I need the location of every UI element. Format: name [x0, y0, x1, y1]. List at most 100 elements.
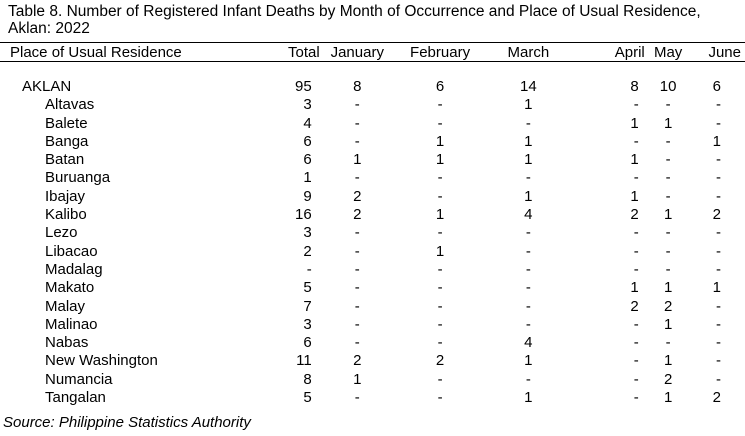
source-note: Source: Philippine Statistics Authority [3, 414, 251, 431]
cell-name: Numancia [45, 370, 113, 388]
cell-june: 1 [712, 132, 721, 150]
cell-may: - [665, 334, 671, 352]
cell-may: - [665, 132, 671, 150]
cell-june: - [716, 187, 721, 205]
cell-april: - [633, 334, 639, 352]
cell-april: - [633, 96, 639, 114]
cell-name: Libacao [45, 242, 98, 260]
cell-february: 1 [435, 206, 445, 224]
cell-june: - [716, 169, 721, 187]
cell-may: - [665, 151, 671, 169]
header-bottom-rule [0, 61, 745, 62]
cell-january: - [354, 132, 360, 150]
cell-february: - [437, 224, 443, 242]
province-february: 6 [435, 78, 445, 95]
province-june: 6 [712, 78, 721, 95]
cell-february: - [437, 297, 443, 315]
column-header-february: February [410, 44, 471, 61]
province-name: AKLAN [22, 78, 72, 95]
cell-march: - [525, 169, 531, 187]
cell-january: - [354, 334, 360, 352]
cell-march: 1 [524, 132, 533, 150]
cell-february: - [437, 334, 443, 352]
cell-may: 1 [663, 352, 673, 370]
cell-march: - [525, 297, 531, 315]
cell-total: 8 [303, 370, 312, 388]
cell-january: - [354, 315, 360, 333]
cell-april: - [633, 242, 639, 260]
cell-march: 1 [524, 96, 533, 114]
cell-name: Lezo [45, 224, 78, 242]
cell-june: - [716, 297, 721, 315]
cell-january: - [354, 224, 360, 242]
cell-january: - [354, 96, 360, 114]
table-row: Kalibo 16 2 1 4 2 1 2 [0, 206, 745, 224]
cell-march: 1 [524, 187, 533, 205]
table-row: Madalag - - - - - - - [0, 261, 745, 279]
cell-name: Batan [45, 151, 85, 169]
cell-name: Ibajay [45, 187, 86, 205]
cell-february: 1 [435, 242, 445, 260]
cell-march: - [525, 114, 531, 132]
cell-april: 1 [630, 187, 639, 205]
province-total: 95 [295, 78, 312, 95]
cell-february: - [437, 370, 443, 388]
cell-total: 9 [303, 187, 312, 205]
cell-april: - [633, 315, 639, 333]
province-row: AKLAN 95 8 6 14 8 10 6 [0, 78, 745, 96]
cell-june: - [716, 315, 721, 333]
cell-total: 3 [303, 96, 312, 114]
cell-february: - [437, 114, 443, 132]
cell-june: 2 [712, 206, 721, 224]
cell-total: 5 [303, 389, 312, 407]
column-header-place: Place of Usual Residence [10, 44, 182, 61]
cell-total: 1 [303, 169, 312, 187]
cell-may: 2 [663, 370, 673, 388]
column-header-january: January [330, 44, 384, 61]
cell-february: - [437, 187, 443, 205]
cell-june: - [716, 260, 721, 278]
table-row: Altavas 3 - - 1 - - - [0, 96, 745, 114]
column-header-total: Total [288, 44, 320, 61]
cell-january: - [354, 297, 360, 315]
cell-total: 6 [303, 132, 312, 150]
cell-june: - [716, 151, 721, 169]
cell-may: 1 [663, 206, 673, 224]
cell-march: 4 [524, 206, 533, 224]
cell-april: 1 [630, 279, 639, 297]
cell-june: - [716, 114, 721, 132]
province-march: 14 [519, 78, 537, 95]
cell-april: - [633, 260, 639, 278]
cell-march: 1 [524, 352, 533, 370]
cell-total: 5 [303, 279, 312, 297]
cell-may: 1 [663, 114, 673, 132]
cell-total: 2 [303, 242, 312, 260]
table-row: Ibajay 9 2 - 1 1 - - [0, 188, 745, 206]
cell-january: 1 [353, 151, 362, 169]
cell-february: - [437, 315, 443, 333]
column-header-march: March [507, 44, 550, 61]
cell-february: - [437, 260, 443, 278]
table-row: Lezo 3 - - - - - - [0, 224, 745, 242]
cell-march: 4 [524, 334, 533, 352]
spacer-row [0, 61, 745, 78]
table-row: Balete 4 - - - 1 1 - [0, 115, 745, 133]
cell-march: - [525, 260, 531, 278]
table-row: Numancia 8 1 - - - 2 - [0, 371, 745, 389]
cell-march: 1 [524, 389, 533, 407]
cell-march: - [525, 224, 531, 242]
cell-may: - [665, 224, 671, 242]
cell-february: 1 [435, 132, 445, 150]
cell-february: 2 [435, 352, 445, 370]
cell-january: - [354, 279, 360, 297]
cell-june: - [716, 370, 721, 388]
cell-name: Buruanga [45, 169, 111, 187]
cell-june: - [716, 334, 721, 352]
cell-february: - [437, 389, 443, 407]
table-row: Malinao 3 - - - - 1 - [0, 316, 745, 334]
cell-name: Altavas [45, 96, 95, 114]
province-may: 10 [659, 78, 677, 95]
cell-total: 6 [303, 334, 312, 352]
cell-january: 2 [353, 352, 362, 370]
cell-may: 1 [663, 279, 673, 297]
